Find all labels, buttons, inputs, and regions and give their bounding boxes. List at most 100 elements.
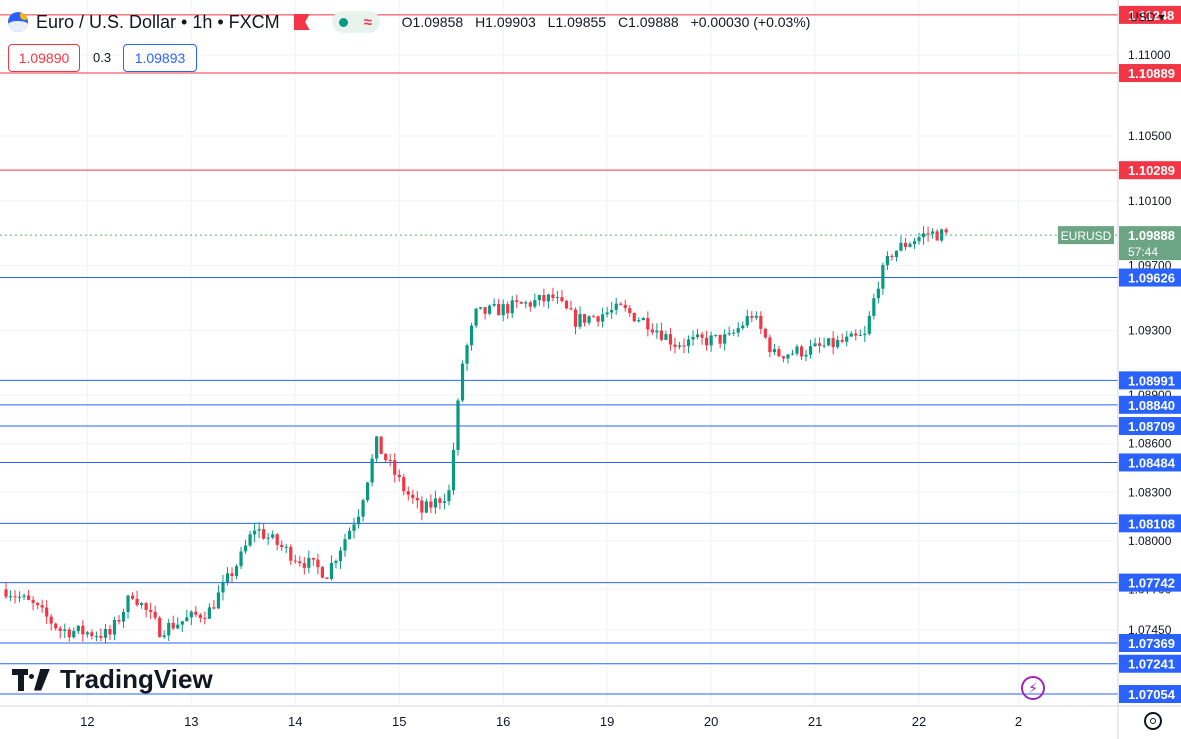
candle-body [366,482,370,501]
candle-body [655,330,659,333]
candle-body [140,603,144,606]
level-label-bg [1119,514,1181,533]
candle-body [384,453,388,461]
buy-price-button[interactable]: 1.09893 [123,44,197,72]
flag-icon[interactable] [293,14,310,30]
candle-body [81,625,85,635]
candle-body [736,328,740,333]
candle-body [926,233,930,235]
candle-body [171,622,175,629]
level-label-bg [1119,654,1181,673]
time-axis: 12 13 14 15 16 19 20 21 22 2 [80,714,1022,729]
indicator-toggle[interactable]: ≈ [331,11,380,33]
candle-body [117,619,121,622]
candle-body [709,335,713,346]
candle-body [216,592,221,609]
candle-body [8,596,13,598]
candle-body [289,546,293,561]
gear-icon[interactable]: . [1144,712,1162,730]
candle-body [180,621,184,625]
candle-body [732,332,736,334]
candle-body [474,308,478,326]
candle-body [36,602,40,606]
candle-body [677,345,682,347]
candle-body [659,330,663,340]
ohlc-readout: O1.09858 H1.09903 L1.09855 C1.09888 +0.0… [402,14,819,30]
x-tick-label: 22 [912,714,926,729]
chart-grid [0,0,1118,706]
sell-price-button[interactable]: 1.09890 [8,44,80,72]
candle-body [917,237,921,242]
candle-body [528,302,532,307]
ohlc-high: H1.09903 [475,14,536,30]
candle-body [537,295,541,301]
candle-body [944,229,948,233]
symbol-tag-bg [1058,226,1114,245]
tradingview-logo-icon [12,668,50,691]
candle-body [225,573,230,582]
candle-body [573,309,578,327]
globe-icon[interactable] [8,12,28,32]
candle-body [596,316,600,322]
candle-body [144,603,148,610]
candle-body [356,516,361,525]
candle-body [745,316,749,326]
candle-body [885,255,889,266]
candle-body [325,577,329,579]
candle-body [695,334,700,338]
candle-body [533,300,537,307]
y-tick-label: 1.09300 [1128,323,1172,337]
candle-body [40,605,44,608]
level-label-bg [1119,417,1181,436]
level-labels: 1.11248 1.10889 1.10289 1.09626 1.08991 1.088… [1119,5,1181,704]
wave-icon: ≈ [363,13,372,31]
currency-selector[interactable]: USD ▾ [1130,10,1165,24]
candle-body [682,345,686,347]
candle-body [795,346,799,354]
candle-body [908,243,912,247]
currency-label: USD [1130,10,1156,24]
x-tick-label: 13 [184,714,198,729]
candle-body [691,337,695,340]
status-dot-icon [339,17,349,27]
candle-body [754,315,758,318]
candle-body [582,314,587,323]
candle-body [167,622,171,636]
candle-body [542,295,546,302]
candle-body [54,623,58,629]
candle-body [149,609,153,612]
candle-body [284,546,288,548]
tradingview-logo: TradingView [12,664,213,695]
candle-body [108,629,112,635]
symbol-title[interactable]: Euro / U.S. Dollar • 1h • FXCM [36,11,280,32]
candle-body [849,333,853,337]
candle-body [804,354,808,357]
candle-body [347,530,352,540]
candle-body [763,328,767,338]
candle-body [4,589,8,597]
level-label-bg [1119,5,1181,24]
candle-body [176,624,180,629]
candle-body [501,304,505,316]
bolt-icon[interactable]: ⚡ [1021,676,1045,700]
candle-body [72,631,76,638]
candle-body [320,567,324,578]
chart-header: Euro / U.S. Dollar • 1h • FXCM ≈ O1.0985… [8,10,818,34]
candle-body [614,303,618,310]
candle-body [492,304,496,306]
candle-body [198,614,202,619]
candle-body [203,618,207,620]
ohlc-close: C1.09888 [617,14,679,30]
candle-body [894,250,899,258]
candle-body [890,255,894,258]
candle-body [714,334,718,336]
candle-body [546,294,550,302]
candle-body [379,436,383,454]
candle-body [103,629,108,638]
level-label: 1.10289 [1128,163,1175,178]
y-tick-label: 1.08000 [1128,534,1172,548]
candle-body [610,309,614,313]
level-label-bg [1119,395,1181,414]
candle-body [456,400,460,450]
